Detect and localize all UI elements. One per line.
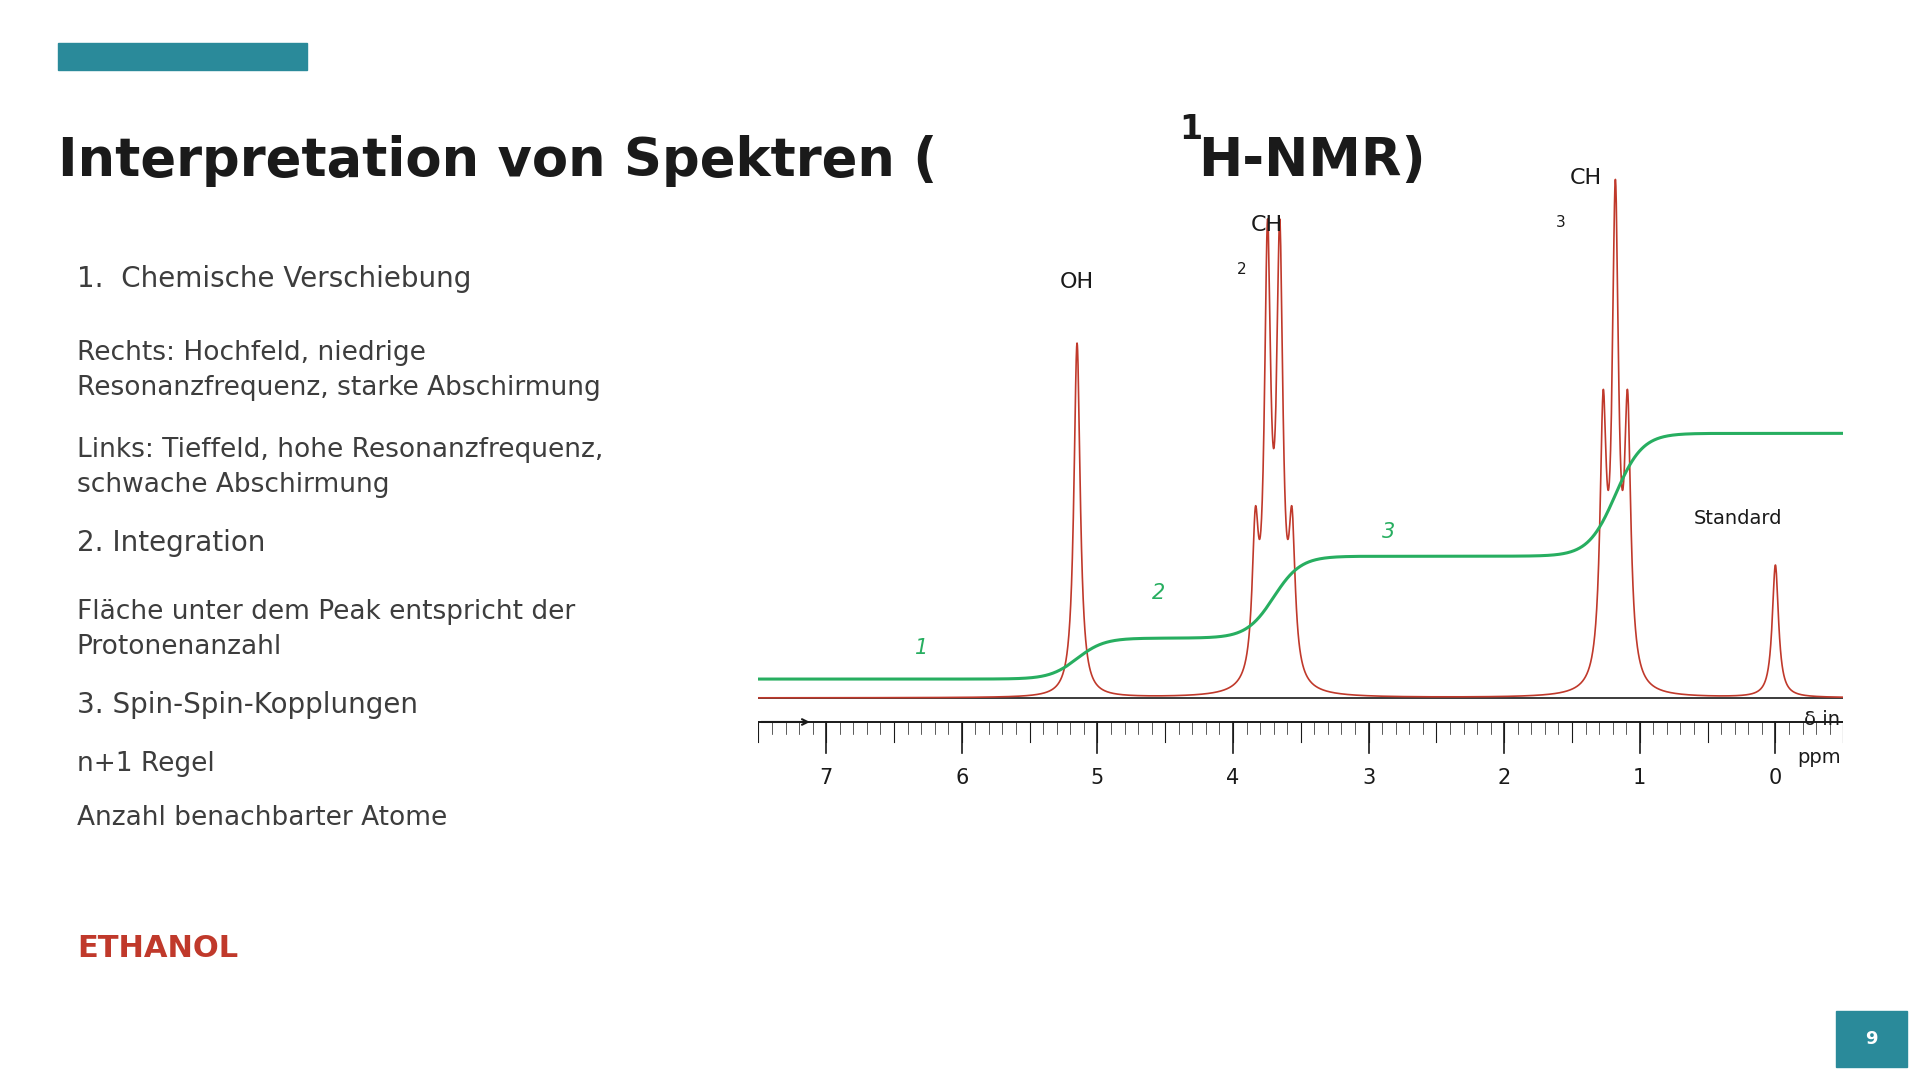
- Text: CH: CH: [1569, 167, 1601, 188]
- Text: n+1 Regel: n+1 Regel: [77, 751, 215, 777]
- Text: δ in: δ in: [1805, 710, 1841, 729]
- Text: Fläche unter dem Peak entspricht der
Protonenanzahl: Fläche unter dem Peak entspricht der Pro…: [77, 599, 576, 660]
- Bar: [58, 43, 307, 70]
- Text: 3: 3: [1361, 768, 1375, 788]
- Text: Rechts: Hochfeld, niedrige
Resonanzfrequenz, starke Abschirmung: Rechts: Hochfeld, niedrige Resonanzfrequ…: [77, 340, 601, 401]
- Text: 9: 9: [1864, 1030, 1878, 1048]
- Text: 3: 3: [1555, 215, 1565, 230]
- Text: 5: 5: [1091, 768, 1104, 788]
- Text: CH: CH: [1250, 215, 1283, 235]
- Text: 6: 6: [954, 768, 968, 788]
- Text: Standard: Standard: [1693, 509, 1782, 528]
- Text: 1.  Chemische Verschiebung: 1. Chemische Verschiebung: [77, 265, 470, 293]
- Text: 2: 2: [1498, 768, 1511, 788]
- Text: ppm: ppm: [1797, 747, 1841, 767]
- Text: 1: 1: [914, 638, 927, 658]
- Text: 7: 7: [820, 768, 833, 788]
- Text: 2: 2: [1236, 262, 1246, 278]
- Text: Links: Tieffeld, hohe Resonanzfrequenz,
schwache Abschirmung: Links: Tieffeld, hohe Resonanzfrequenz, …: [77, 437, 603, 498]
- Text: 0: 0: [1768, 768, 1782, 788]
- Text: 4: 4: [1227, 768, 1240, 788]
- Text: Anzahl benachbarter Atome: Anzahl benachbarter Atome: [77, 805, 447, 831]
- Text: 3. Spin-Spin-Kopplungen: 3. Spin-Spin-Kopplungen: [77, 691, 419, 719]
- Text: 2. Integration: 2. Integration: [77, 529, 265, 557]
- Text: 1: 1: [1179, 113, 1202, 147]
- Bar: [1836, 1011, 1907, 1067]
- Text: ETHANOL: ETHANOL: [77, 934, 238, 963]
- Text: OH: OH: [1060, 271, 1094, 292]
- Text: Interpretation von Spektren (: Interpretation von Spektren (: [58, 135, 937, 187]
- Text: H-NMR): H-NMR): [1198, 135, 1427, 187]
- Text: 1: 1: [1634, 768, 1647, 788]
- Text: 2: 2: [1152, 583, 1165, 604]
- Text: 3: 3: [1382, 522, 1396, 542]
